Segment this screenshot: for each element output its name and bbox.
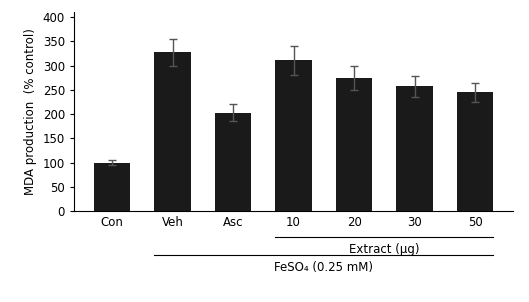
Bar xyxy=(215,113,251,211)
Bar xyxy=(336,78,372,211)
Y-axis label: MDA production  (% control): MDA production (% control) xyxy=(24,28,37,195)
Text: FeSO₄ (0.25 mM): FeSO₄ (0.25 mM) xyxy=(275,261,373,274)
Bar xyxy=(94,163,130,211)
Bar xyxy=(457,92,493,211)
Bar xyxy=(396,86,433,211)
Text: Extract (μg): Extract (μg) xyxy=(349,243,419,256)
Bar xyxy=(276,60,312,211)
Bar xyxy=(154,53,191,211)
